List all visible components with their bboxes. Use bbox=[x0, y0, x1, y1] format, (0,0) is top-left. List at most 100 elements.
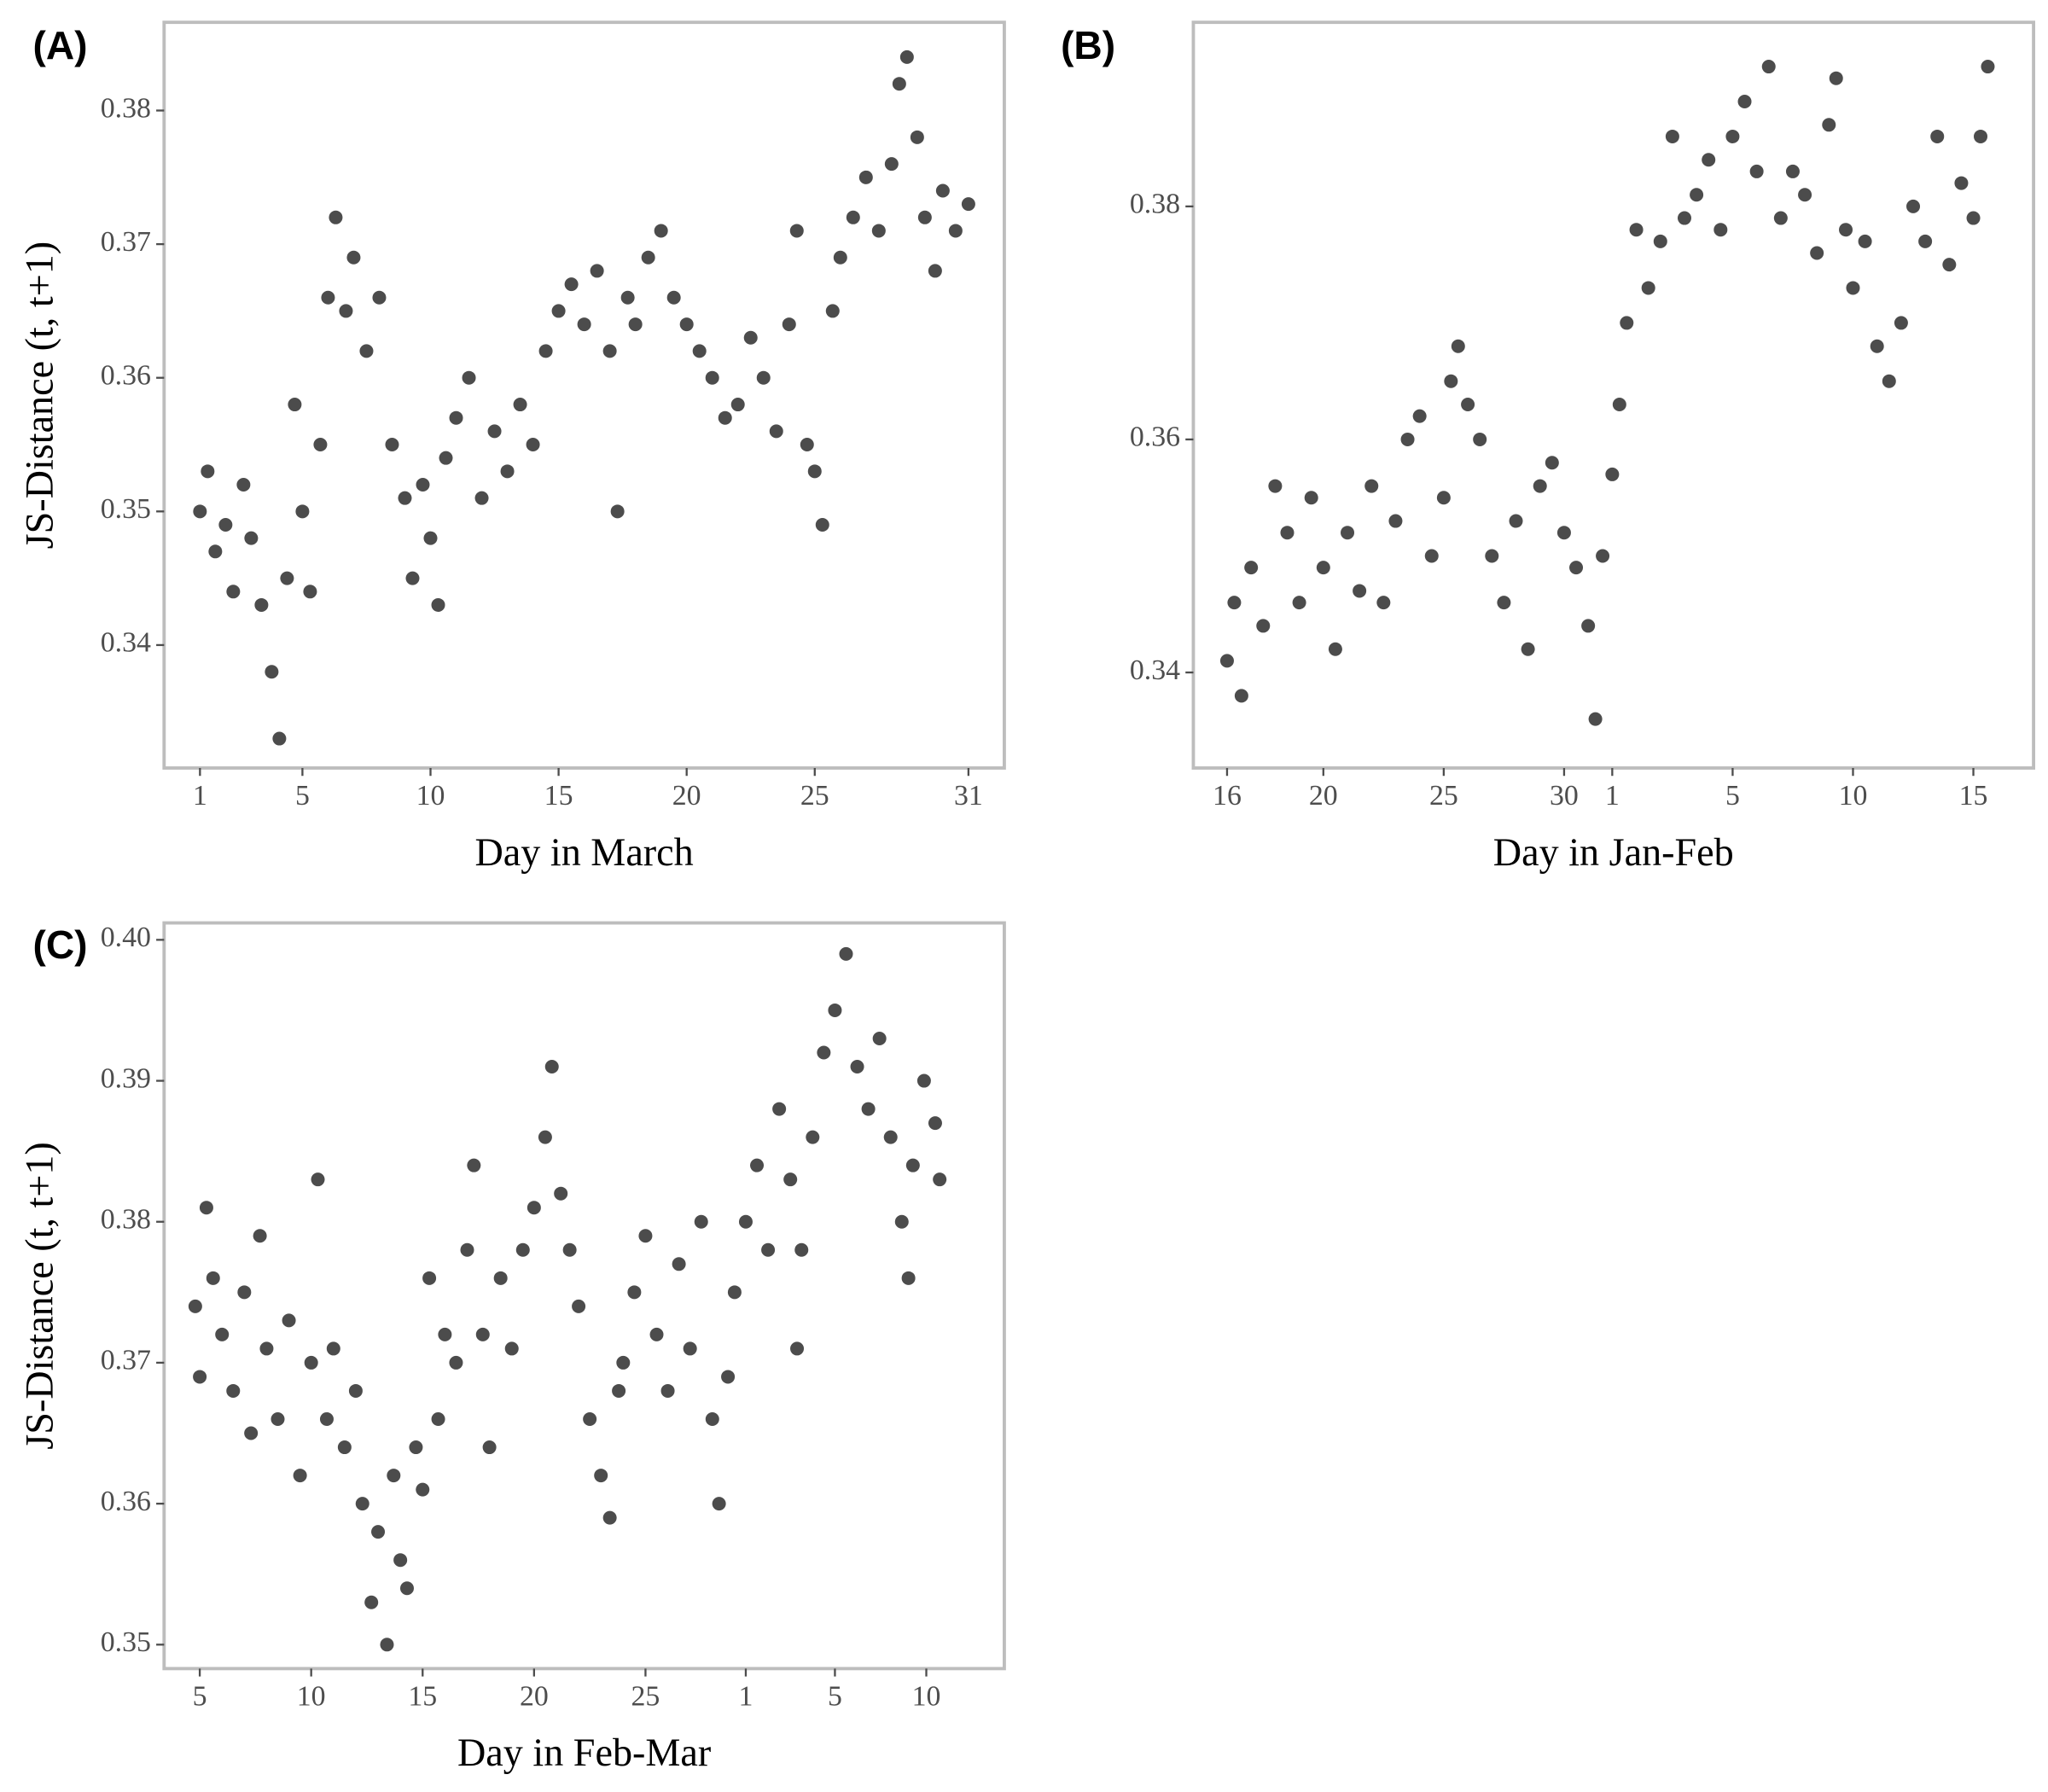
point bbox=[1690, 188, 1704, 202]
point bbox=[1942, 258, 1957, 272]
y-tick-label: 0.34 bbox=[1130, 655, 1180, 686]
point bbox=[628, 317, 643, 332]
point bbox=[883, 1130, 898, 1144]
point bbox=[1545, 456, 1559, 470]
plot-frame bbox=[162, 20, 1006, 770]
x-tick-label: 5 bbox=[193, 1681, 207, 1713]
point bbox=[1966, 211, 1981, 225]
x-tick-label: 20 bbox=[1309, 780, 1338, 812]
panel-label: (B) bbox=[1061, 23, 1115, 67]
point bbox=[218, 517, 233, 532]
point bbox=[1725, 129, 1740, 143]
point bbox=[1773, 211, 1788, 225]
point bbox=[572, 1299, 586, 1313]
point bbox=[1702, 153, 1716, 167]
point bbox=[807, 464, 822, 479]
point bbox=[226, 1383, 241, 1398]
x-axis-title: Day in Jan-Feb bbox=[1493, 830, 1734, 874]
plot-frame bbox=[1191, 20, 2035, 770]
point bbox=[815, 517, 829, 532]
point bbox=[526, 438, 540, 452]
point bbox=[1485, 549, 1499, 563]
point bbox=[1677, 211, 1691, 225]
x-tick-label: 20 bbox=[520, 1681, 549, 1713]
point bbox=[638, 1229, 653, 1243]
x-tick-label: 10 bbox=[297, 1681, 326, 1713]
panel-label: (A) bbox=[32, 23, 87, 67]
y-axis-title: JS-Distance (t, t+1) bbox=[18, 241, 61, 549]
point bbox=[449, 410, 463, 425]
point bbox=[399, 1581, 414, 1596]
point bbox=[551, 304, 566, 318]
point bbox=[237, 1285, 252, 1300]
point bbox=[460, 1242, 474, 1257]
point bbox=[1292, 596, 1306, 610]
point bbox=[602, 344, 617, 358]
point bbox=[1981, 60, 1995, 74]
x-tick-label: 1 bbox=[1605, 780, 1620, 812]
point bbox=[208, 544, 223, 559]
point bbox=[359, 344, 374, 358]
point bbox=[206, 1271, 220, 1285]
y-tick-label: 0.36 bbox=[101, 1486, 151, 1517]
point bbox=[271, 1412, 285, 1427]
point bbox=[641, 250, 655, 265]
point bbox=[462, 370, 476, 385]
point bbox=[295, 504, 310, 519]
point bbox=[666, 290, 681, 305]
point bbox=[806, 1130, 820, 1144]
point bbox=[917, 210, 932, 224]
point bbox=[761, 1242, 776, 1257]
point bbox=[259, 1341, 274, 1356]
point bbox=[839, 946, 853, 961]
point bbox=[858, 170, 873, 184]
point bbox=[188, 1299, 202, 1313]
point bbox=[1364, 479, 1379, 493]
point bbox=[1749, 164, 1764, 178]
point bbox=[364, 1595, 379, 1609]
point bbox=[385, 438, 399, 452]
point bbox=[602, 1510, 617, 1525]
x-tick-label: 1 bbox=[193, 780, 207, 812]
point bbox=[293, 1469, 307, 1483]
point bbox=[423, 531, 438, 545]
point bbox=[500, 464, 515, 479]
point bbox=[409, 1440, 423, 1455]
point bbox=[833, 250, 847, 265]
point bbox=[1581, 619, 1596, 633]
x-tick-label: 25 bbox=[631, 1681, 660, 1713]
point bbox=[1870, 339, 1884, 353]
panel-label: (C) bbox=[32, 922, 87, 967]
point bbox=[1556, 526, 1571, 540]
point bbox=[515, 1242, 530, 1257]
point bbox=[326, 1341, 340, 1356]
point bbox=[564, 277, 579, 292]
point bbox=[372, 290, 387, 305]
point bbox=[1761, 60, 1776, 74]
point bbox=[901, 1271, 916, 1285]
x-tick-label: 25 bbox=[800, 780, 829, 812]
point bbox=[467, 1158, 481, 1172]
x-tick-label: 15 bbox=[1959, 780, 1988, 812]
point bbox=[782, 317, 796, 332]
y-tick-label: 0.34 bbox=[101, 627, 151, 659]
x-axis-title: Day in March bbox=[474, 830, 693, 874]
point bbox=[660, 1383, 675, 1398]
point bbox=[1629, 223, 1644, 237]
point bbox=[280, 571, 294, 585]
point bbox=[910, 130, 924, 144]
point bbox=[905, 1158, 920, 1172]
point bbox=[337, 1440, 352, 1455]
point bbox=[1304, 491, 1318, 505]
point bbox=[562, 1242, 577, 1257]
point bbox=[1620, 316, 1634, 330]
point bbox=[355, 1497, 369, 1511]
point bbox=[772, 1102, 787, 1116]
point bbox=[1268, 479, 1283, 493]
point bbox=[928, 1116, 942, 1131]
point bbox=[244, 1426, 259, 1440]
point bbox=[1954, 176, 1969, 190]
point bbox=[272, 731, 287, 746]
y-tick-label: 0.35 bbox=[101, 1626, 151, 1658]
point bbox=[1829, 71, 1843, 85]
